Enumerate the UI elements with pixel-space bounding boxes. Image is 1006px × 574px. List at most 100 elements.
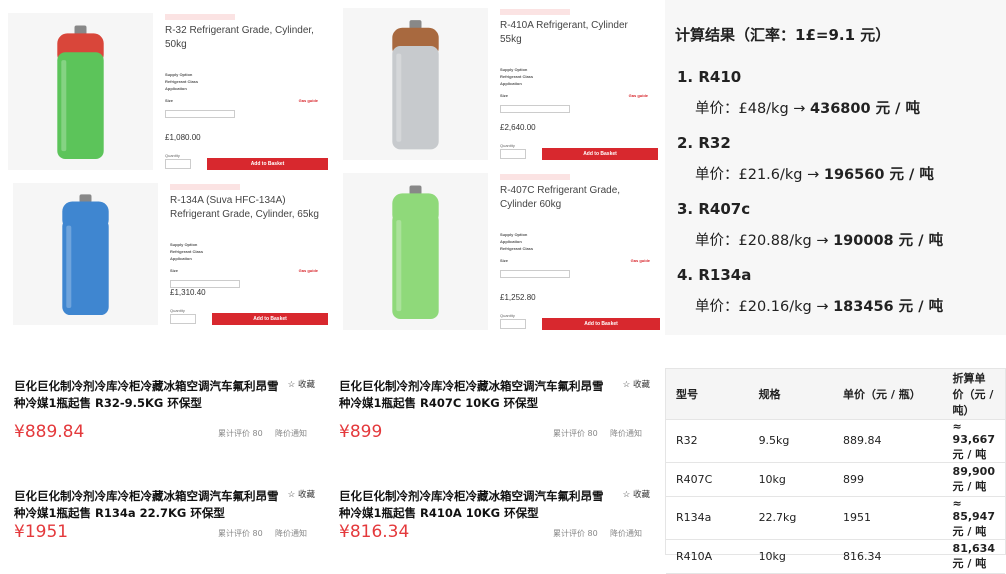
product-image xyxy=(13,183,158,325)
unit-price: 单价：£20.16/kg → xyxy=(695,299,834,315)
qty-input[interactable] xyxy=(500,319,526,329)
spec-label: Refrigerant Class xyxy=(165,79,199,84)
notice xyxy=(500,174,570,180)
ton-price: 436800 元 / 吨 xyxy=(810,101,921,117)
price: £1,080.00 xyxy=(165,133,201,142)
price-alert[interactable]: 降价通知 xyxy=(610,429,642,438)
ton-price: 190008 元 / 吨 xyxy=(833,233,944,249)
spec-label: Supply Option xyxy=(170,242,198,247)
price-alert[interactable]: 降价通知 xyxy=(275,529,307,538)
favorite[interactable]: ☆ 收藏 xyxy=(622,490,650,500)
add-to-basket[interactable]: Add to Basket xyxy=(207,158,328,170)
product-title: R-134A (Suva HFC-134A) Refrigerant Grade… xyxy=(170,195,319,220)
gas-guide[interactable]: Gas guide xyxy=(628,93,648,98)
favorite-label: 收藏 xyxy=(632,490,650,500)
gas-guide[interactable]: Gas guide xyxy=(298,268,318,273)
product-card: R-134A (Suva HFC-134A) Refrigerant Grade… xyxy=(10,180,330,330)
reviews: 累计评价 80 xyxy=(553,429,598,438)
size-label: Size xyxy=(500,258,509,263)
spec-label: Supply Option xyxy=(500,67,528,72)
product-title: R-410A Refrigerant, Cylinder 55kg xyxy=(500,20,628,45)
qty-input[interactable] xyxy=(170,314,196,324)
spec-label: Supply Option xyxy=(165,72,193,77)
add-to-basket[interactable]: Add to Basket xyxy=(542,318,660,330)
qty-label: Quantity xyxy=(165,153,180,158)
listing: 巨化巨化制冷剂冷库冷柜冷藏冰箱空调汽车氟利昂雪种冷媒1瓶起售 R32-9.5KG… xyxy=(8,368,323,458)
listing-price: ¥816.34 xyxy=(339,522,410,542)
result-name: 3. R407c xyxy=(677,200,751,218)
table-cell: 1951 xyxy=(833,496,943,540)
favorite[interactable]: ☆ 收藏 xyxy=(287,380,315,390)
gas-guide[interactable]: Gas guide xyxy=(298,98,318,103)
reviews: 累计评价 80 xyxy=(218,529,263,538)
price-alert[interactable]: 降价通知 xyxy=(610,529,642,538)
favorite[interactable]: ☆ 收藏 xyxy=(287,490,315,500)
product-card: R-407C Refrigerant Grade, Cylinder 60kg S… xyxy=(340,170,662,335)
favorite[interactable]: ☆ 收藏 xyxy=(622,380,650,390)
table-cell: R410A xyxy=(666,539,749,574)
ton-price: 196560 元 / 吨 xyxy=(823,167,934,183)
table-cell: 10kg xyxy=(748,539,834,574)
result-line: 单价：£20.88/kg → 190008 元 / 吨 xyxy=(695,229,943,250)
header-cell: 型号 xyxy=(666,369,749,420)
listing: 巨化巨化制冷剂冷库冷柜冷藏冰箱空调汽车氟利昂雪种冷媒1瓶起售 R410A 10K… xyxy=(333,478,658,553)
gas-guide[interactable]: Gas guide xyxy=(630,258,650,263)
spec-label: Application xyxy=(170,256,192,261)
add-to-basket[interactable]: Add to Basket xyxy=(542,148,658,160)
table-cell: 89,900 元 / 吨 xyxy=(942,462,1005,497)
header-row: 型号 规格 单价（元 / 瓶） 折算单价（元 / 吨） xyxy=(666,369,1005,420)
table-cell: R32 xyxy=(666,419,749,463)
cylinder-image xyxy=(57,25,104,160)
results-panel: 计算结果（汇率：1£=9.1 元） 1. R410 单价：£48/kg → 4368… xyxy=(665,0,1006,335)
product-image xyxy=(343,173,488,330)
favorite-label: 收藏 xyxy=(297,380,315,390)
price: £1,310.40 xyxy=(170,288,206,297)
qty-input[interactable] xyxy=(500,149,526,159)
table-row: R134a 22.7kg 1951 ≈ 85,947 元 / 吨 xyxy=(666,496,1005,540)
product-card: R-410A Refrigerant, Cylinder 55kg Supply … xyxy=(340,5,660,165)
spec-label: Application xyxy=(165,86,187,91)
cylinder-image xyxy=(392,20,439,150)
result-line: 单价：£21.6/kg → 196560 元 / 吨 xyxy=(695,163,934,184)
table-cell: ≈ 85,947 元 / 吨 xyxy=(942,496,1005,540)
product-title: R-32 Refrigerant Grade, Cylinder, 50kg xyxy=(165,25,314,50)
ton-price: 183456 元 / 吨 xyxy=(833,299,944,315)
table-row: R410A 10kg 816.34 81,634 元 / 吨 xyxy=(666,539,1005,574)
table-cell: 10kg xyxy=(748,462,834,497)
size-options xyxy=(500,105,570,113)
qty-label: Quantity xyxy=(500,313,515,318)
size-options xyxy=(170,280,240,288)
table-cell: 816.34 xyxy=(833,539,943,574)
notice xyxy=(170,184,240,190)
table-cell: 81,634 元 / 吨 xyxy=(942,539,1005,574)
qty-label: Quantity xyxy=(500,143,515,148)
listing-price: ¥1951 xyxy=(14,522,69,542)
product-card: R-32 Refrigerant Grade, Cylinder, 50kg Su… xyxy=(5,10,330,175)
listing: 巨化巨化制冷剂冷库冷柜冷藏冰箱空调汽车氟利昂雪种冷媒1瓶起售 R134a 22.… xyxy=(8,478,323,553)
add-to-basket[interactable]: Add to Basket xyxy=(212,313,328,325)
qty-input[interactable] xyxy=(165,159,191,169)
unit-price: 单价：£21.6/kg → xyxy=(695,167,824,183)
price-alert[interactable]: 降价通知 xyxy=(275,429,307,438)
table-cell: R407C xyxy=(666,462,749,497)
table-cell: 9.5kg xyxy=(748,419,834,463)
price: £1,252.80 xyxy=(500,293,536,302)
result-name: 4. R134a xyxy=(677,266,752,284)
spec-label: Refrigerant Class xyxy=(170,249,204,254)
price: £2,640.00 xyxy=(500,123,536,132)
reviews: 累计评价 80 xyxy=(218,429,263,438)
notice xyxy=(500,9,570,15)
favorite-label: 收藏 xyxy=(632,380,650,390)
spec-label: Refrigerant Class xyxy=(500,74,534,79)
table-cell: 899 xyxy=(833,462,943,497)
listing-price: ¥899 xyxy=(339,422,383,442)
result-line: 单价：£20.16/kg → 183456 元 / 吨 xyxy=(695,295,943,316)
table-wrap: 型号 规格 单价（元 / 瓶） 折算单价（元 / 吨） R32 9.5kg 889.84 ≈ … xyxy=(665,368,1006,574)
header-cell: 规格 xyxy=(748,369,834,420)
spec-label: Supply Option xyxy=(500,232,528,237)
reviews: 累计评价 80 xyxy=(553,529,598,538)
size-label: Size xyxy=(170,268,179,273)
spec-label: Refrigerant Class xyxy=(500,246,534,251)
qty-label: Quantity xyxy=(170,308,185,313)
